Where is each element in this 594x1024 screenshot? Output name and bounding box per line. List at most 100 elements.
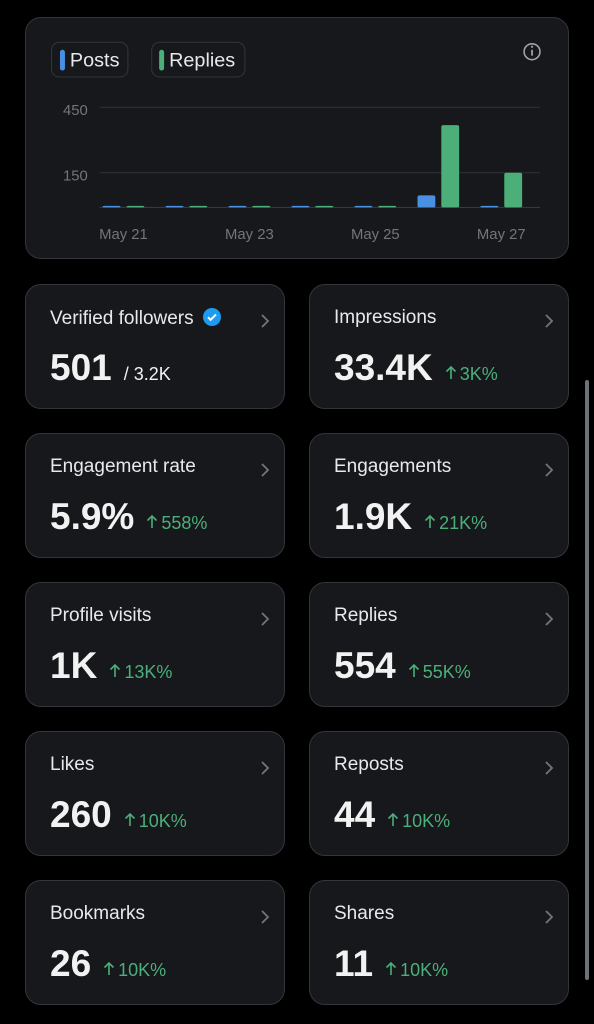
card-value-text: 33.4K <box>334 347 433 388</box>
bar <box>165 205 184 208</box>
chevron <box>261 612 270 626</box>
stat-card[interactable]: Engagement rate 5.9% 558% <box>25 433 285 558</box>
bar <box>252 205 271 208</box>
card-title-text: Verified followers <box>50 308 194 329</box>
card-change: 21K% <box>424 513 487 533</box>
card-title: Engagement rate <box>50 456 196 478</box>
card-title-text: Impressions <box>334 307 437 328</box>
card-change: 3K% <box>445 364 498 384</box>
legend-box[interactable] <box>151 41 246 78</box>
card-value-text: 1K <box>50 645 98 686</box>
legend-swatch <box>59 49 65 71</box>
card-title: Impressions <box>334 307 436 329</box>
card-title-text: Engagements <box>334 456 452 477</box>
card-title: Reposts <box>334 754 404 776</box>
card-title-text: Engagement rate <box>50 456 196 477</box>
chevron <box>545 612 554 626</box>
card-value-text: 44 <box>334 794 376 835</box>
card-change: 10K% <box>103 960 166 980</box>
card-change-text: 10K% <box>402 811 451 831</box>
stat-card[interactable]: Impressions 33.4K 3K% <box>309 284 569 409</box>
card-value: 501 / 3.2K <box>50 347 171 389</box>
info-icon[interactable] <box>523 42 541 61</box>
card-title: Replies <box>334 605 397 627</box>
stat-card[interactable]: Likes 260 10K% <box>25 731 285 856</box>
up-arrow <box>110 663 121 677</box>
bar <box>315 205 334 208</box>
card-value: 1.9K 21K% <box>334 496 487 538</box>
up-arrow <box>388 812 399 826</box>
card-value-text: 554 <box>334 645 396 686</box>
card-title-text: Shares <box>334 903 395 924</box>
card-sub: / 3.2K <box>123 364 171 384</box>
card-change: 10K% <box>387 811 450 831</box>
legend-label: Replies <box>169 50 235 72</box>
card-change: 10K% <box>124 811 187 831</box>
card-change-text: 10K% <box>138 811 187 831</box>
legend-label: Posts <box>70 50 120 72</box>
stat-card[interactable]: Reposts 44 10K% <box>309 731 569 856</box>
card-change-text: 558% <box>161 513 208 533</box>
card-value: 44 10K% <box>334 794 450 836</box>
scrollbar <box>585 380 589 980</box>
chevron <box>545 314 554 328</box>
card-title: Engagements <box>334 456 451 478</box>
card-value: 5.9% 558% <box>50 496 207 538</box>
card-value-text: 26 <box>50 943 92 984</box>
x-tick-label: May 27 <box>477 227 526 243</box>
stat-card[interactable]: Shares 11 10K% <box>309 880 569 1005</box>
card-value: 554 55K% <box>334 645 471 687</box>
chevron <box>545 463 554 477</box>
chevron <box>261 910 270 924</box>
card-value: 26 10K% <box>50 943 166 985</box>
card-title-text: Reposts <box>334 754 404 775</box>
up-arrow <box>386 961 397 975</box>
stat-card[interactable]: Engagements 1.9K 21K% <box>309 433 569 558</box>
card-value: 1K 13K% <box>50 645 172 687</box>
card-value-text: 260 <box>50 794 112 835</box>
bar <box>291 205 310 208</box>
card-title: Likes <box>50 754 94 776</box>
chevron <box>261 761 270 775</box>
chevron <box>545 761 554 775</box>
y-tick-label: 450 <box>63 103 88 119</box>
card-value: 260 10K% <box>50 794 187 836</box>
up-arrow <box>124 812 135 826</box>
stat-card[interactable]: Profile visits 1K 13K% <box>25 582 285 707</box>
card-change-text: 13K% <box>124 662 173 682</box>
card-title-text: Replies <box>334 605 398 626</box>
x-tick-label: May 25 <box>351 227 400 243</box>
bar <box>354 205 373 208</box>
card-title-text: Likes <box>50 754 95 775</box>
card-value: 11 10K% <box>334 943 448 985</box>
legend-box[interactable] <box>51 41 129 78</box>
card-change: 10K% <box>385 960 448 980</box>
card-value-text: 1.9K <box>334 496 413 537</box>
verified-badge <box>202 308 221 326</box>
card-change: 13K% <box>109 662 172 682</box>
card-title-text: Bookmarks <box>50 903 146 924</box>
stat-card[interactable]: Replies 554 55K% <box>309 582 569 707</box>
card-title: Profile visits <box>50 605 151 627</box>
x-tick-label: May 21 <box>99 227 148 243</box>
card-value-text: 5.9% <box>50 496 135 537</box>
up-arrow <box>425 514 436 528</box>
chevron <box>261 314 270 328</box>
card-value-text: 11 <box>334 943 374 984</box>
y-tick-label: 150 <box>63 169 88 185</box>
stat-card[interactable]: Bookmarks 26 10K% <box>25 880 285 1005</box>
card-value-text: 501 <box>50 347 112 388</box>
card-title: Verified followers <box>50 307 222 330</box>
bar <box>102 205 121 208</box>
bar <box>480 205 499 208</box>
card-change: 558% <box>146 513 207 533</box>
stat-card[interactable]: Verified followers 501 / 3.2K <box>25 284 285 409</box>
card-title-text: Profile visits <box>50 605 152 626</box>
chevron <box>261 463 270 477</box>
bar <box>126 205 145 208</box>
card-change-text: 10K% <box>400 960 449 980</box>
up-arrow <box>408 663 419 677</box>
up-arrow <box>445 365 456 379</box>
legend-swatch <box>159 49 165 71</box>
